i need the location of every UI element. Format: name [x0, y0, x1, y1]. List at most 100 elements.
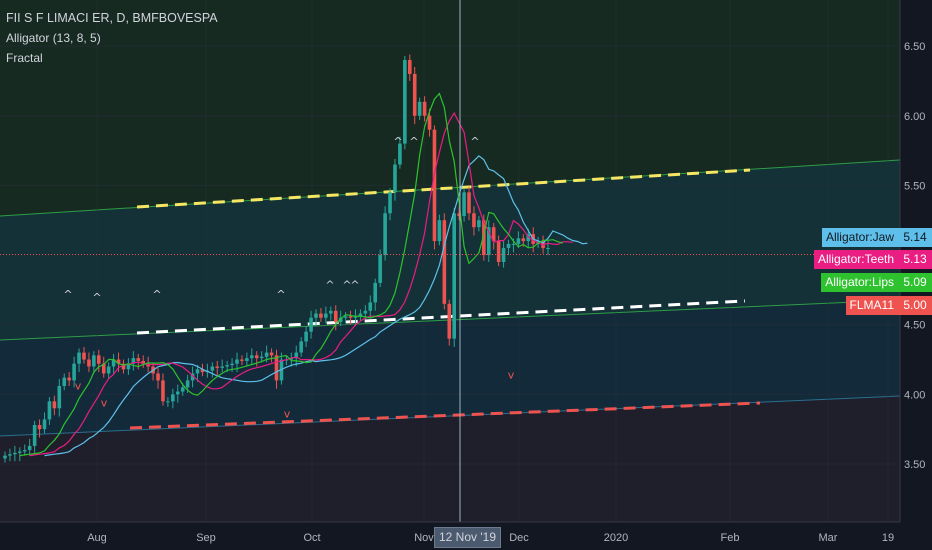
candle-body — [486, 227, 491, 256]
resistance-dashed-line — [136, 168, 751, 209]
fractal-down-marker: v — [101, 396, 108, 409]
symbol-title[interactable]: FII S F LIMACI ER, D, BMFBOVESPA — [6, 11, 218, 25]
candle-body — [111, 359, 116, 367]
candle-body — [477, 220, 481, 228]
candle-body — [126, 363, 131, 370]
alligator-teeth-line — [29, 111, 573, 457]
candle-body — [57, 385, 62, 409]
lips-badge-value: 5.09 — [898, 273, 932, 292]
candle-body — [353, 316, 358, 318]
teeth-badge-label: Alligator:Teeth — [813, 250, 898, 269]
candle-body — [32, 424, 37, 446]
alligator-indicator-label[interactable]: Alligator (13, 8, 5) — [6, 31, 101, 45]
jaw-price-badge: Alligator:Jaw 5.14 — [821, 228, 932, 247]
lips-price-badge: Alligator:Lips 5.09 — [821, 273, 932, 292]
symbol-price-badge: FLMA11 5.00 — [845, 296, 932, 315]
candle-body — [131, 358, 136, 364]
candle-body — [521, 238, 526, 242]
candle-body — [87, 359, 91, 367]
crosshair-date-label: 12 Nov '19 — [434, 527, 501, 548]
candle-body — [462, 192, 466, 217]
candle-body — [516, 238, 521, 244]
candle-body — [264, 352, 269, 357]
candle-body — [96, 355, 101, 364]
candle-body — [245, 358, 249, 361]
jaw-badge-value: 5.14 — [898, 228, 932, 247]
candle-body — [8, 454, 12, 456]
candle-body — [417, 101, 422, 116]
background-zone-bottom — [0, 396, 900, 522]
time-axis-tick-label: Feb — [721, 532, 740, 544]
candle-body — [373, 282, 378, 303]
fractal-up-marker: ^ — [63, 288, 72, 301]
candle-body — [67, 377, 71, 381]
candle-body — [269, 352, 274, 356]
candle-body — [363, 310, 368, 314]
price-axis-tick-label: 3.50 — [904, 459, 925, 471]
candle-body — [333, 310, 338, 322]
candle-body — [403, 60, 407, 144]
candle-body — [240, 359, 244, 361]
candle-body — [383, 213, 387, 256]
fractal-up-marker: ^ — [342, 278, 351, 291]
candle-body — [319, 313, 323, 318]
candle-body — [235, 359, 239, 364]
fractal-indicator-label[interactable]: Fractal — [6, 51, 43, 65]
candle-body — [299, 341, 303, 353]
candle-body — [220, 366, 224, 368]
candle-body — [141, 360, 146, 364]
candle-body — [13, 452, 17, 455]
candle-body — [511, 243, 516, 245]
candle-body — [343, 316, 348, 318]
candle-body — [82, 352, 86, 360]
candle-body — [225, 365, 229, 367]
candle-body — [101, 363, 106, 374]
symbol-badge-label: FLMA11 — [845, 296, 898, 315]
candle-body — [496, 241, 501, 263]
time-axis-tick-label: Mar — [819, 532, 838, 544]
candle-body — [42, 419, 47, 430]
price-axis-tick-label: 6.50 — [904, 41, 925, 53]
fractal-up-marker: ^ — [409, 135, 418, 148]
time-axis-tick-label: Dec — [509, 532, 529, 544]
candle-body — [47, 401, 52, 420]
candle-body — [437, 220, 442, 242]
price-axis-tick-label: 4.50 — [904, 320, 925, 332]
candle-body — [378, 255, 382, 283]
fractal-down-marker: v — [75, 380, 82, 393]
candle-body — [27, 445, 32, 451]
candle-body — [452, 213, 457, 339]
candle-body — [412, 73, 417, 116]
time-axis-tick-label: Oct — [303, 532, 320, 544]
candle-body — [501, 248, 506, 263]
candle-body — [324, 313, 328, 318]
candle-body — [52, 401, 57, 409]
fractal-up-marker: ^ — [152, 288, 161, 301]
candle-body — [442, 220, 447, 304]
fractal-down-marker: v — [284, 407, 291, 420]
channel-zone-lower — [0, 300, 900, 436]
candle-body — [472, 213, 476, 228]
candle-body — [161, 380, 165, 402]
price-axis-tick-label: 5.50 — [904, 180, 925, 192]
price-axis-tick-label: 4.00 — [904, 389, 925, 401]
candle-body — [289, 358, 294, 360]
candle-body — [250, 355, 254, 359]
jaw-badge-label: Alligator:Jaw — [821, 228, 898, 247]
candle-body — [215, 366, 220, 368]
symbol-badge-value: 5.00 — [898, 296, 932, 315]
candle-body — [314, 313, 318, 318]
candle-body — [106, 366, 111, 374]
candle-body — [200, 369, 205, 373]
candle-body — [388, 192, 392, 214]
candle-body — [180, 387, 185, 392]
alligator-jaw-line — [44, 155, 588, 457]
candle-body — [62, 377, 67, 386]
candle-body — [210, 366, 215, 371]
candle-body — [329, 310, 333, 314]
candle-body — [230, 363, 234, 366]
candle-body — [92, 355, 96, 367]
candle-body — [166, 401, 170, 403]
candle-body — [338, 317, 343, 322]
